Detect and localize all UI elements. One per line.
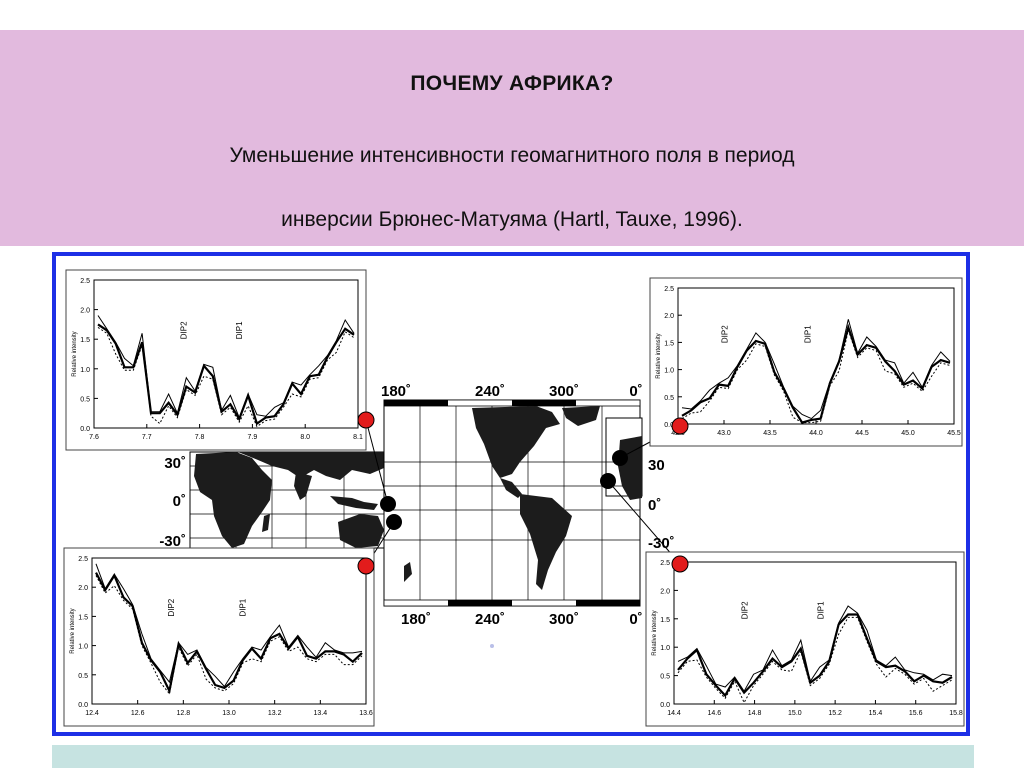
- slide-subtitle-line2: инверсии Брюнес-Матуяма (Hartl, Tauxe, 1…: [281, 208, 743, 231]
- top-white-strip: [0, 0, 1024, 30]
- figure-frame: [52, 252, 970, 736]
- header-band: [0, 30, 1024, 246]
- slide-subtitle-line1: Уменьшение интенсивности геомагнитного п…: [229, 144, 795, 167]
- bottom-band: [52, 745, 974, 768]
- slide-title: ПОЧЕМУ АФРИКА?: [410, 72, 614, 95]
